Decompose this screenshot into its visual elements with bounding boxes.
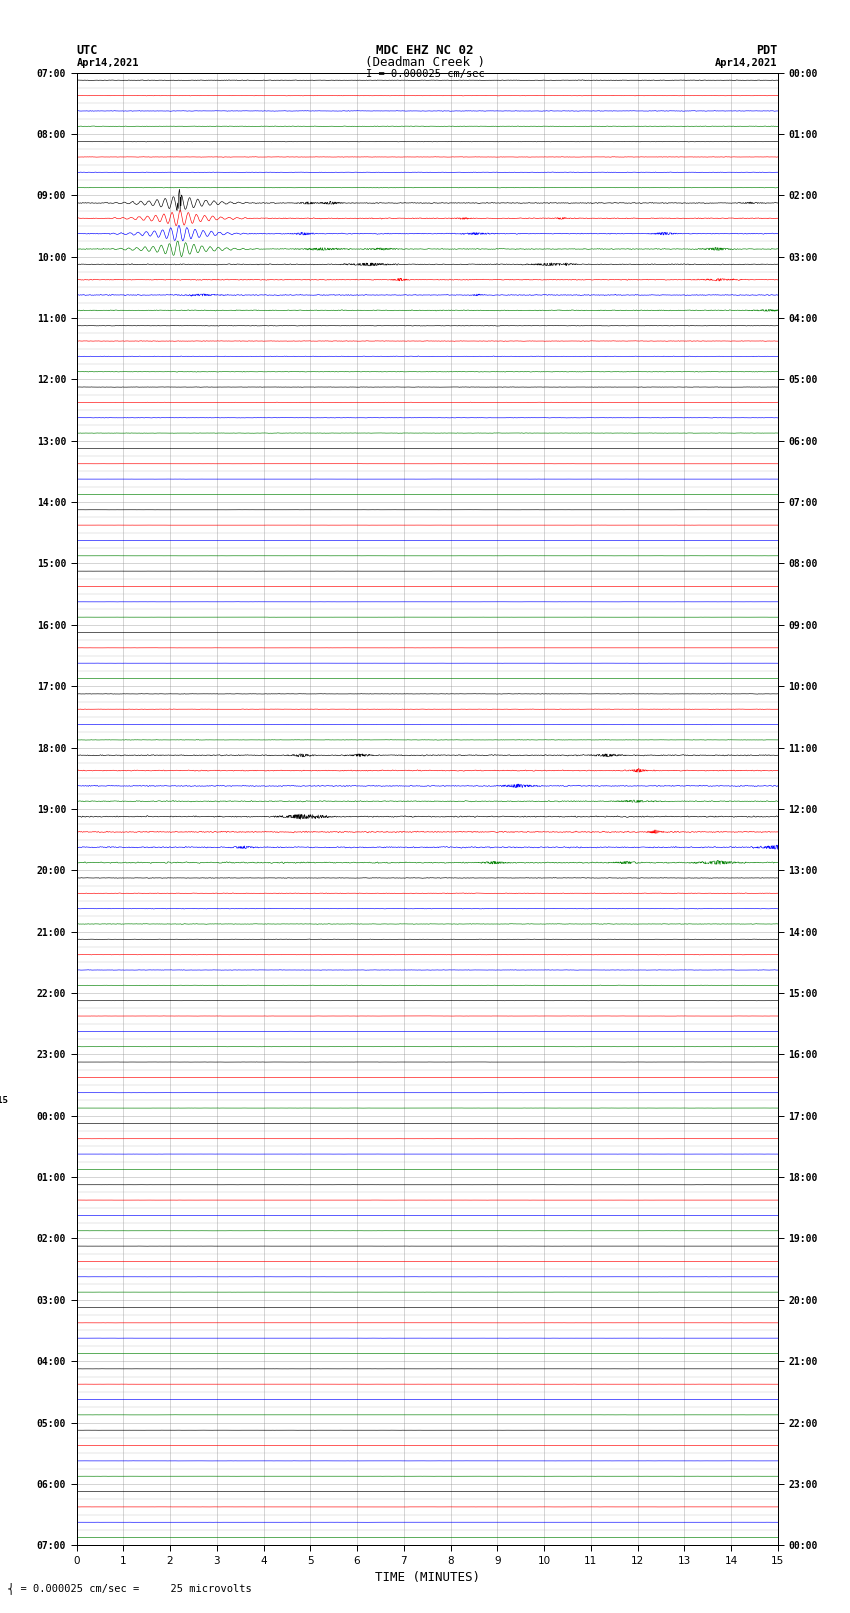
Text: UTC: UTC <box>76 44 98 58</box>
Text: ⎨ = 0.000025 cm/sec =     25 microvolts: ⎨ = 0.000025 cm/sec = 25 microvolts <box>8 1582 252 1594</box>
X-axis label: TIME (MINUTES): TIME (MINUTES) <box>375 1571 479 1584</box>
Text: Apr14,2021: Apr14,2021 <box>76 58 139 68</box>
Text: Apr14,2021: Apr14,2021 <box>715 58 778 68</box>
Text: PDT: PDT <box>756 44 778 58</box>
Text: (Deadman Creek ): (Deadman Creek ) <box>365 55 485 69</box>
Text: Apr15: Apr15 <box>0 1095 9 1105</box>
Text: MDC EHZ NC 02: MDC EHZ NC 02 <box>377 44 473 58</box>
Text: I = 0.000025 cm/sec: I = 0.000025 cm/sec <box>366 69 484 79</box>
